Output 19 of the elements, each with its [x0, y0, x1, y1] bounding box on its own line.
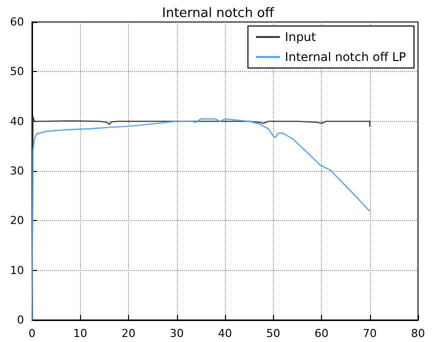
y-tick-label: 0 [17, 314, 24, 326]
y-tick-label: 50 [10, 65, 24, 78]
x-tick-label: 10 [73, 327, 88, 340]
x-tick-label: 30 [170, 327, 184, 340]
x-tick-label: 80 [411, 327, 425, 340]
x-tick-label: 0 [28, 327, 36, 340]
y-tick-label: 60 [10, 16, 24, 28]
x-tick-label: 60 [314, 327, 328, 340]
y-tick-label: 30 [10, 164, 24, 178]
y-tick-label: 10 [10, 264, 24, 277]
x-tick-label: 20 [122, 327, 136, 340]
y-tick-label: 40 [10, 114, 24, 128]
x-tick-label: 40 [218, 327, 232, 340]
x-tick-label: 70 [362, 327, 377, 340]
legend-label: Internal notch off LP [284, 50, 406, 64]
y-tick-label: 20 [10, 214, 24, 228]
legend-label: Input [284, 30, 316, 44]
chart-title: Internal notch off [162, 6, 276, 21]
x-tick-label: 50 [266, 327, 280, 340]
